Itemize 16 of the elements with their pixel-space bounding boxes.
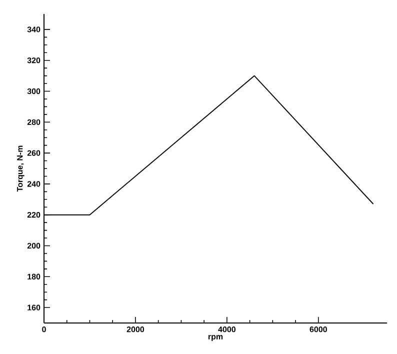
x-tick-label: 2000 xyxy=(126,326,144,332)
x-axis-title: rpm xyxy=(208,335,223,342)
y-tick-label: 180 xyxy=(28,274,40,280)
y-axis-title: Torque, N-m xyxy=(17,146,24,192)
y-tick-label: 240 xyxy=(27,181,40,187)
y-tick-label: 340 xyxy=(27,26,40,32)
x-tick-label: 0 xyxy=(42,326,46,332)
y-tick-label: 200 xyxy=(27,242,40,249)
y-tick-label: 280 xyxy=(27,119,40,125)
y-tick-label: 160 xyxy=(28,304,40,310)
y-tick-label: 260 xyxy=(27,150,40,156)
x-tick-label: 6000 xyxy=(310,326,327,332)
y-tick-label: 320 xyxy=(27,58,40,64)
y-tick-label: 220 xyxy=(27,212,40,218)
y-tick-label: 300 xyxy=(27,88,40,94)
x-tick-label: 4000 xyxy=(218,326,236,332)
